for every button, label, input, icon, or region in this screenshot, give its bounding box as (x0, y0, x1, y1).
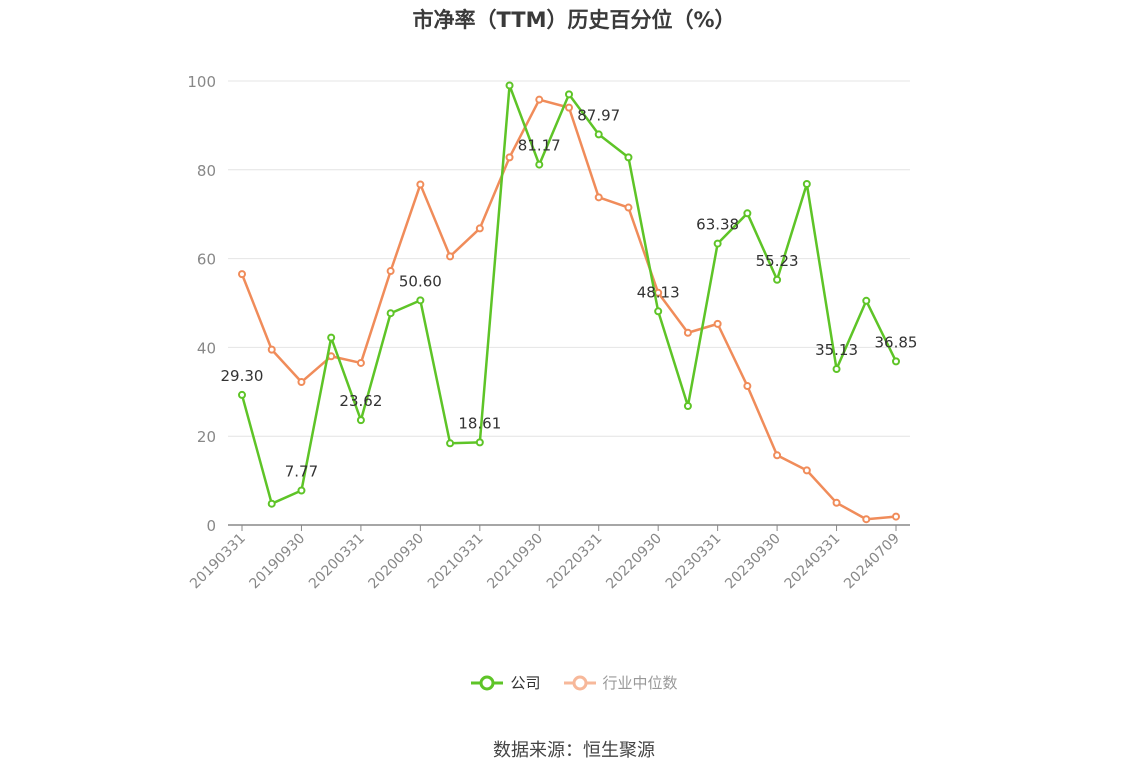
data-point (624, 203, 633, 212)
x-tick-label: 20220331 (544, 531, 606, 593)
data-point (327, 333, 336, 342)
legend-item-company[interactable]: 公司 (470, 672, 541, 693)
data-point (475, 224, 484, 233)
data-label: 48.13 (637, 283, 680, 301)
x-tick-label: 20190331 (187, 531, 249, 593)
data-point (862, 515, 871, 524)
data-point (386, 309, 395, 318)
data-label: 18.61 (458, 414, 501, 432)
data-point (475, 438, 484, 447)
y-tick-label: 40 (197, 339, 216, 357)
data-label: 87.97 (577, 106, 620, 124)
data-point (802, 180, 811, 189)
legend-marker-industry-median (563, 675, 596, 690)
data-point (832, 365, 841, 374)
x-tick-label: 20230331 (663, 531, 725, 593)
data-point (594, 130, 603, 139)
data-point (386, 267, 395, 276)
data-point (624, 153, 633, 162)
data-point (238, 390, 246, 399)
y-tick-label: 80 (197, 162, 216, 180)
data-point (594, 193, 603, 202)
data-point (267, 345, 276, 354)
data-point (535, 95, 544, 104)
data-point (297, 378, 306, 387)
x-tick-label: 20210331 (425, 531, 487, 593)
data-point (773, 451, 782, 460)
data-point (535, 160, 544, 169)
data-point (446, 252, 455, 261)
legend-item-industry-median[interactable]: 行业中位数 (563, 672, 678, 693)
data-point (416, 296, 425, 305)
x-tick-label: 20220930 (603, 531, 665, 593)
legend-label-company: 公司 (510, 674, 541, 692)
data-point (416, 180, 425, 189)
data-point (743, 209, 752, 218)
data-label: 81.17 (518, 137, 561, 155)
data-point (238, 270, 246, 279)
data-point (862, 296, 871, 305)
y-tick-label: 60 (197, 251, 216, 269)
data-point (832, 498, 841, 507)
x-tick-label: 20200930 (365, 531, 427, 593)
data-point (713, 319, 722, 328)
x-tick-label: 20200331 (306, 531, 368, 593)
legend-marker-company (471, 675, 504, 690)
data-label: 63.38 (696, 216, 739, 234)
data-point (892, 357, 900, 366)
data-label: 23.62 (339, 392, 382, 410)
data-label: 7.77 (285, 463, 318, 481)
data-point (505, 153, 514, 162)
data-label: 50.60 (399, 272, 442, 290)
legend-label-industry-median: 行业中位数 (602, 674, 678, 692)
data-point (743, 382, 752, 391)
data-label: 35.13 (815, 341, 858, 359)
data-point (892, 512, 900, 521)
data-point (773, 275, 782, 284)
data-label: 29.30 (221, 367, 264, 385)
data-label: 36.85 (875, 333, 918, 351)
data-point (446, 439, 455, 448)
data-point (505, 81, 514, 90)
data-point (356, 416, 365, 425)
x-tick-label: 20240709 (841, 531, 903, 593)
data-label: 55.23 (756, 252, 799, 270)
data-point (713, 239, 722, 248)
data-point (267, 499, 276, 508)
data-point (683, 328, 692, 337)
data-point (654, 307, 663, 316)
series-line-0 (240, 84, 898, 505)
data-point (565, 103, 573, 112)
y-tick-label: 0 (206, 517, 216, 535)
chart-title: 市净率（TTM）历史百分位（%） (412, 8, 736, 32)
y-tick-label: 20 (197, 428, 216, 446)
data-point (683, 402, 692, 411)
legend: 公司 行业中位数 (0, 672, 1148, 693)
data-point (356, 358, 365, 367)
series-line-1 (240, 98, 897, 521)
x-tick-label: 20230930 (722, 531, 784, 593)
x-tick-label: 20190930 (247, 531, 309, 593)
x-tick-label: 20210930 (484, 531, 546, 593)
data-source: 数据来源：恒生聚源 (493, 740, 655, 761)
x-tick-label: 20240331 (782, 531, 844, 593)
y-tick-label: 100 (187, 73, 216, 91)
data-point (297, 486, 306, 495)
data-point (565, 90, 573, 99)
data-point (802, 466, 811, 475)
